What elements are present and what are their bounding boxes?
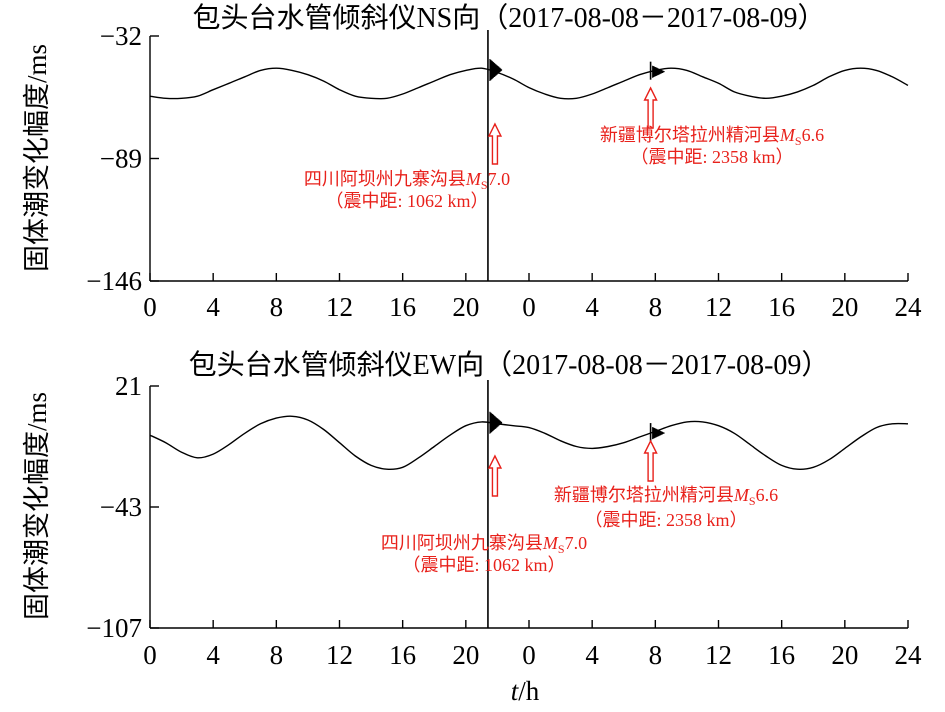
chart-title: 包头台水管倾斜仪EW向（2017-08-08－2017-08-09） bbox=[189, 349, 830, 381]
event-magnitude-value: 6.6 bbox=[756, 485, 779, 505]
x-tick-label: 0 bbox=[143, 292, 157, 322]
chart-title: 包头台水管倾斜仪NS向（2017-08-08－2017-08-09） bbox=[192, 2, 825, 34]
y-tick-label: −146 bbox=[86, 266, 142, 296]
x-tick-label: 0 bbox=[143, 640, 157, 670]
x-tick-label: 16 bbox=[389, 640, 416, 670]
event-location: 四川阿坝州九寨沟县 bbox=[304, 169, 466, 189]
y-tick-label: −32 bbox=[100, 21, 142, 51]
event-location: 新疆博尔塔拉州精河县 bbox=[600, 125, 780, 145]
event-magnitude-value: 6.6 bbox=[802, 125, 825, 145]
event-distance: （震中距: 2358 km） bbox=[630, 147, 793, 167]
event-arrow-icon bbox=[643, 439, 658, 482]
x-tick-label: 24 bbox=[895, 292, 923, 322]
event-magnitude-sub: S bbox=[481, 178, 488, 192]
x-tick-label: 8 bbox=[270, 292, 284, 322]
x-tick-label: 0 bbox=[522, 640, 536, 670]
x-tick-label: 16 bbox=[389, 292, 416, 322]
x-tick-label: 20 bbox=[831, 640, 858, 670]
event-magnitude-value: 7.0 bbox=[565, 533, 588, 553]
y-axis-label: 固体潮变化幅度/ms bbox=[22, 392, 52, 620]
event-label: 四川阿坝州九寨沟县MS7.0 bbox=[304, 169, 510, 192]
x-tick-label: 12 bbox=[326, 640, 353, 670]
series-line bbox=[149, 415, 909, 470]
event-arrow-icon bbox=[487, 122, 503, 165]
event-magnitude-sub: S bbox=[795, 134, 802, 148]
event-oscillation bbox=[652, 65, 665, 78]
event-magnitude-value: 7.0 bbox=[488, 169, 511, 189]
y-axis-label: 固体潮变化幅度/ms bbox=[22, 44, 52, 272]
event-arrow-icon bbox=[643, 86, 658, 129]
x-tick-label: 16 bbox=[768, 640, 795, 670]
x-tick-label: 20 bbox=[452, 640, 479, 670]
event-magnitude-symbol: M bbox=[779, 125, 796, 145]
event-magnitude-sub: S bbox=[749, 494, 756, 508]
x-tick-label: 12 bbox=[705, 292, 732, 322]
x-tick-label: 24 bbox=[895, 640, 923, 670]
x-tick-label: 4 bbox=[206, 292, 220, 322]
event-oscillation bbox=[489, 59, 503, 81]
x-tick-label: 12 bbox=[705, 640, 732, 670]
y-tick-label: −43 bbox=[100, 492, 142, 522]
series-line bbox=[149, 67, 909, 100]
event-magnitude-symbol: M bbox=[733, 485, 750, 505]
event-label: 新疆博尔塔拉州精河县MS6.6 bbox=[600, 125, 824, 148]
y-tick-label: −89 bbox=[100, 144, 142, 174]
chart-panel-1: 包头台水管倾斜仪NS向（2017-08-08－2017-08-09） 固体潮变化幅… bbox=[22, 2, 922, 322]
x-axis-label: t/h bbox=[511, 676, 540, 706]
event-location: 四川阿坝州九寨沟县 bbox=[381, 533, 543, 553]
event-distance: （震中距: 2358 km） bbox=[584, 510, 747, 530]
x-tick-label: 8 bbox=[649, 292, 663, 322]
x-tick-label: 4 bbox=[206, 640, 220, 670]
x-tick-label: 8 bbox=[270, 640, 284, 670]
x-tick-label: 8 bbox=[649, 640, 663, 670]
event-label: 四川阿坝州九寨沟县MS7.0 bbox=[381, 533, 587, 556]
x-tick-label: 4 bbox=[585, 640, 599, 670]
event-label: 新疆博尔塔拉州精河县MS6.6 bbox=[554, 485, 778, 508]
event-magnitude-symbol: M bbox=[465, 169, 482, 189]
x-tick-label: 16 bbox=[768, 292, 795, 322]
event-distance: （震中距: 1062 km） bbox=[402, 555, 565, 575]
chart-panel-2: 包头台水管倾斜仪EW向（2017-08-08－2017-08-09） 固体潮变化幅… bbox=[22, 349, 922, 706]
x-tick-label: 20 bbox=[831, 292, 858, 322]
event-oscillation bbox=[652, 427, 665, 440]
x-tick-label: 20 bbox=[452, 292, 479, 322]
event-magnitude-symbol: M bbox=[542, 533, 559, 553]
event-arrow-icon bbox=[487, 454, 503, 497]
x-tick-label: 0 bbox=[522, 292, 536, 322]
y-tick-label: 21 bbox=[115, 371, 142, 401]
x-tick-label: 12 bbox=[326, 292, 353, 322]
y-tick-label: −107 bbox=[86, 613, 142, 643]
event-oscillation bbox=[489, 411, 503, 434]
event-magnitude-sub: S bbox=[558, 542, 565, 556]
event-distance: （震中距: 1062 km） bbox=[325, 191, 488, 211]
x-tick-label: 4 bbox=[585, 292, 599, 322]
event-location: 新疆博尔塔拉州精河县 bbox=[554, 485, 734, 505]
